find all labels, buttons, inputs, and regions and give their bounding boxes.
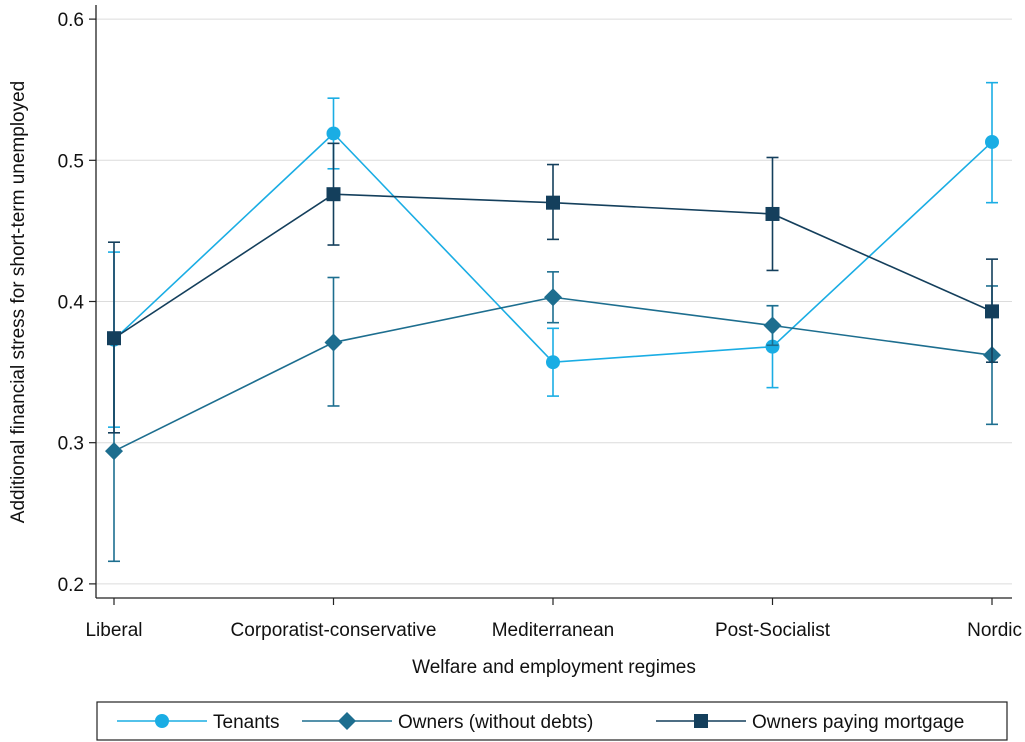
data-point: [544, 288, 562, 307]
x-tick-label: Post-Socialist: [715, 620, 831, 641]
y-tick-label: 0.3: [58, 434, 84, 455]
x-tick-label: Corporatist-conservative: [231, 620, 437, 641]
legend-label: Owners paying mortgage: [752, 712, 964, 733]
legend-marker: [155, 714, 169, 728]
y-ticks: 0.2 0.3 0.4 0.5 0.6: [58, 10, 96, 596]
data-point: [763, 316, 782, 335]
x-tick-label: Mediterranean: [492, 620, 615, 641]
y-tick-label: 0.4: [58, 293, 85, 314]
legend-marker: [338, 712, 356, 730]
legend-item: Tenants: [117, 712, 280, 733]
data-point: [985, 304, 999, 319]
data-point: [546, 195, 560, 210]
data-point: [546, 355, 560, 370]
x-tick-label: Liberal: [85, 620, 142, 641]
x-axis-title: Welfare and employment regimes: [412, 657, 696, 678]
series-2: [107, 142, 999, 434]
data-point: [324, 333, 343, 352]
y-tick-label: 0.5: [58, 151, 84, 172]
legend: Tenants Owners (without debts) Owners payi…: [96, 701, 1008, 741]
series-layer: [105, 81, 1001, 563]
x-ticks: Liberal Corporatist-conservative Mediterra…: [85, 598, 1022, 641]
legend-label: Tenants: [213, 712, 280, 733]
y-axis-title: Additional financial stress for short-te…: [8, 81, 29, 523]
legend-box: [96, 701, 1008, 741]
data-point: [107, 331, 121, 346]
x-tick-label: Nordic: [967, 620, 1022, 641]
legend-label: Owners (without debts): [398, 712, 593, 733]
data-point: [326, 187, 341, 202]
legend-item: Owners paying mortgage: [656, 712, 964, 733]
data-point: [326, 126, 341, 141]
legend-item: Owners (without debts): [302, 712, 593, 733]
y-tick-label: 0.2: [58, 575, 84, 596]
data-point: [765, 339, 780, 354]
data-point: [105, 442, 123, 461]
legend-marker: [694, 714, 708, 728]
y-tick-label: 0.6: [58, 10, 84, 31]
data-point: [985, 134, 999, 149]
series-1: [105, 271, 1001, 563]
data-point: [765, 206, 780, 221]
